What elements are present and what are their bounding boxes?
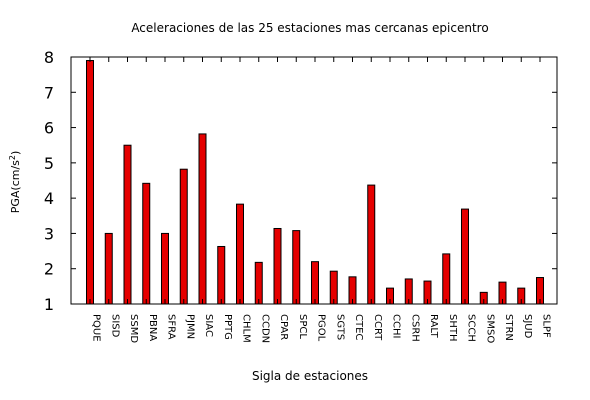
bar-pque	[86, 60, 94, 305]
x-tick-label-strn: STRN	[503, 314, 514, 341]
bar-pjmn	[179, 168, 188, 305]
y-axis-label-close: )	[9, 151, 22, 155]
y-tick-label: 7	[44, 83, 54, 102]
y-tick-label: 6	[44, 119, 54, 138]
x-tick-label-chlm: CHLM	[241, 314, 252, 343]
x-tick-label-pque: PQUE	[91, 314, 102, 342]
x-tick-label-smso: SMSO	[484, 314, 495, 343]
bar-ccrt	[367, 184, 376, 305]
bar-pptg	[217, 245, 226, 305]
y-tick-label: 2	[44, 260, 54, 279]
x-tick-label-pjmn: PJMN	[184, 314, 195, 339]
x-tick-label-slpf: SLPF	[541, 314, 552, 338]
bar-pgol	[311, 261, 319, 305]
bar-spcl	[292, 230, 301, 305]
y-axis-label: PGA(cm/s2)	[8, 151, 22, 214]
y-tick-label: 8	[44, 48, 54, 67]
x-tick-label-ccdn: CCDN	[259, 314, 270, 343]
bar-chlm	[236, 203, 244, 305]
y-tick-label: 3	[44, 224, 54, 243]
y-axis: 1 2 3 4 5 6 7 8	[44, 48, 557, 314]
x-axis: PQUE SISD SSMD PBNA SFRA PJMN SIAC PPTG CHLM CCDN…	[89, 57, 552, 343]
plot-frame	[70, 56, 558, 305]
y-tick-label: 5	[44, 154, 54, 173]
x-tick-label-pptg: PPTG	[222, 314, 233, 340]
bar-pbna	[142, 182, 151, 305]
bar-ssmd	[123, 144, 132, 305]
y-axis-label-main: PGA(cm/s	[9, 160, 22, 213]
x-axis-label: Sigla de estaciones	[252, 369, 368, 383]
bar-shth	[442, 253, 451, 305]
y-tick-label: 4	[44, 189, 54, 208]
x-tick-label-sgts: SGTS	[334, 314, 345, 340]
x-tick-label-ctec: CTEC	[353, 314, 364, 340]
x-tick-label-cchi: CCHI	[391, 314, 402, 338]
bar-siac	[198, 133, 207, 305]
bar-ccdn	[254, 261, 263, 305]
x-tick-label-sjud: SJUD	[522, 314, 533, 339]
x-tick-label-sisd: SISD	[109, 314, 120, 338]
chart-title: Aceleraciones de las 25 estaciones mas c…	[131, 21, 488, 35]
bar-cpar	[273, 227, 282, 305]
x-tick-label-siac: SIAC	[203, 314, 214, 337]
x-tick-label-ralt: RALT	[428, 314, 439, 339]
x-tick-label-scch: SCCH	[466, 314, 477, 342]
x-tick-label-pgol: PGOL	[316, 314, 327, 342]
bar-scch	[461, 208, 469, 305]
bars-group	[86, 60, 544, 305]
x-tick-label-ssmd: SSMD	[128, 314, 139, 343]
bar-sfra	[161, 232, 169, 305]
x-tick-label-spcl: SPCL	[297, 314, 308, 339]
x-tick-label-pbna: PBNA	[147, 314, 158, 341]
y-axis-label-sup: 2	[8, 155, 17, 160]
bar-sisd	[104, 232, 113, 305]
x-tick-label-ccrt: CCRT	[372, 314, 383, 341]
x-tick-label-sfra: SFRA	[166, 314, 177, 340]
x-tick-label-cpar: CPAR	[278, 314, 289, 340]
x-tick-label-shth: SHTH	[447, 314, 458, 342]
x-tick-label-csrh: CSRH	[409, 314, 420, 342]
y-tick-label: 1	[44, 295, 54, 314]
